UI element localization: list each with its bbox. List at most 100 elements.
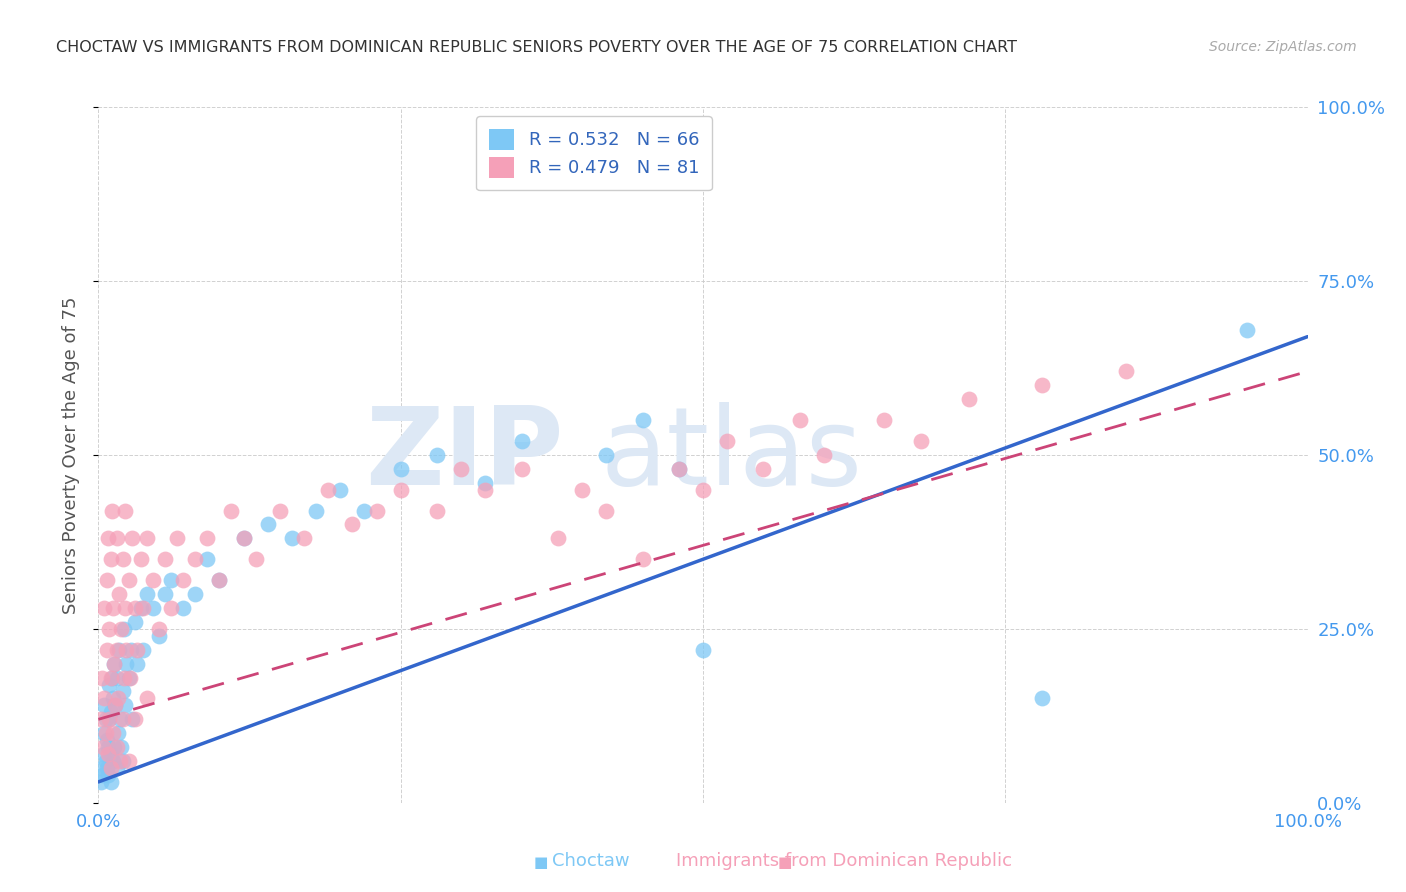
- Point: [281, 532, 304, 546]
- Point: [153, 552, 176, 566]
- Text: CHOCTAW VS IMMIGRANTS FROM DOMINICAN REPUBLIC SENIORS POVERTY OVER THE AGE OF 75: CHOCTAW VS IMMIGRANTS FROM DOMINICAN REP…: [56, 40, 1017, 55]
- Point: [245, 552, 267, 566]
- Point: [100, 747, 122, 761]
- Point: [160, 601, 183, 615]
- Point: [269, 503, 291, 517]
- Point: [124, 712, 146, 726]
- Point: [153, 587, 176, 601]
- Point: [221, 503, 243, 517]
- Point: [292, 532, 315, 546]
- Point: [104, 698, 127, 713]
- Point: [98, 712, 121, 726]
- Point: [195, 552, 218, 566]
- Point: [100, 671, 122, 685]
- Point: [389, 462, 412, 476]
- Point: [90, 712, 112, 726]
- Point: [94, 726, 117, 740]
- Text: Source: ZipAtlas.com: Source: ZipAtlas.com: [1209, 40, 1357, 54]
- Point: [329, 483, 352, 497]
- Point: [132, 642, 155, 657]
- Point: [107, 691, 129, 706]
- Point: [547, 532, 569, 546]
- Point: [910, 434, 932, 448]
- Point: [100, 552, 122, 566]
- Point: [389, 483, 412, 497]
- Point: [305, 503, 328, 517]
- Point: [668, 462, 690, 476]
- Point: [595, 448, 617, 462]
- Point: [97, 747, 120, 761]
- Point: [118, 671, 141, 685]
- Point: [108, 754, 131, 768]
- Point: [1115, 364, 1137, 378]
- Point: [692, 642, 714, 657]
- Point: [105, 532, 128, 546]
- Point: [111, 552, 134, 566]
- Point: [118, 754, 141, 768]
- Point: [426, 448, 449, 462]
- Point: [107, 726, 129, 740]
- Point: [101, 726, 124, 740]
- Point: [752, 462, 775, 476]
- Y-axis label: Seniors Poverty Over the Age of 75: Seniors Poverty Over the Age of 75: [62, 296, 80, 614]
- Point: [142, 601, 165, 615]
- Point: [112, 622, 135, 636]
- Point: [1031, 378, 1053, 392]
- Point: [129, 552, 152, 566]
- Point: [111, 754, 134, 768]
- Point: [135, 691, 157, 706]
- Point: [957, 392, 980, 407]
- Point: [631, 552, 654, 566]
- Point: [100, 671, 122, 685]
- Point: [114, 601, 136, 615]
- Point: [108, 587, 131, 601]
- Point: [631, 413, 654, 427]
- Point: [91, 761, 114, 775]
- Point: [91, 671, 114, 685]
- Point: [120, 642, 142, 657]
- Point: [108, 642, 131, 657]
- Point: [100, 503, 122, 517]
- Point: [96, 733, 118, 747]
- Point: [256, 517, 278, 532]
- Text: Choctaw: Choctaw: [551, 852, 630, 870]
- Point: [184, 552, 207, 566]
- Point: [148, 629, 170, 643]
- Text: ■: ■: [778, 855, 792, 870]
- Point: [129, 601, 152, 615]
- Point: [195, 532, 218, 546]
- Point: [127, 642, 149, 657]
- Point: [111, 712, 134, 726]
- Point: [93, 726, 115, 740]
- Point: [160, 573, 183, 587]
- Point: [1236, 323, 1258, 337]
- Point: [115, 657, 138, 671]
- Point: [121, 532, 143, 546]
- Point: [132, 601, 155, 615]
- Point: [366, 503, 388, 517]
- Point: [98, 712, 121, 726]
- Point: [101, 601, 124, 615]
- Point: [166, 532, 188, 546]
- Point: [172, 601, 194, 615]
- Point: [118, 671, 141, 685]
- Point: [105, 740, 128, 755]
- Point: [115, 642, 138, 657]
- Point: [232, 532, 254, 546]
- Text: ZIP: ZIP: [366, 402, 564, 508]
- Point: [124, 601, 146, 615]
- Point: [510, 434, 533, 448]
- Point: [142, 573, 165, 587]
- Point: [595, 503, 617, 517]
- Point: [100, 775, 122, 789]
- Point: [571, 483, 593, 497]
- Point: [100, 706, 122, 720]
- Point: [111, 684, 134, 698]
- Point: [232, 532, 254, 546]
- Point: [97, 768, 120, 782]
- Point: [127, 657, 149, 671]
- Point: [716, 434, 738, 448]
- Point: [118, 573, 141, 587]
- Point: [474, 475, 496, 490]
- Point: [789, 413, 811, 427]
